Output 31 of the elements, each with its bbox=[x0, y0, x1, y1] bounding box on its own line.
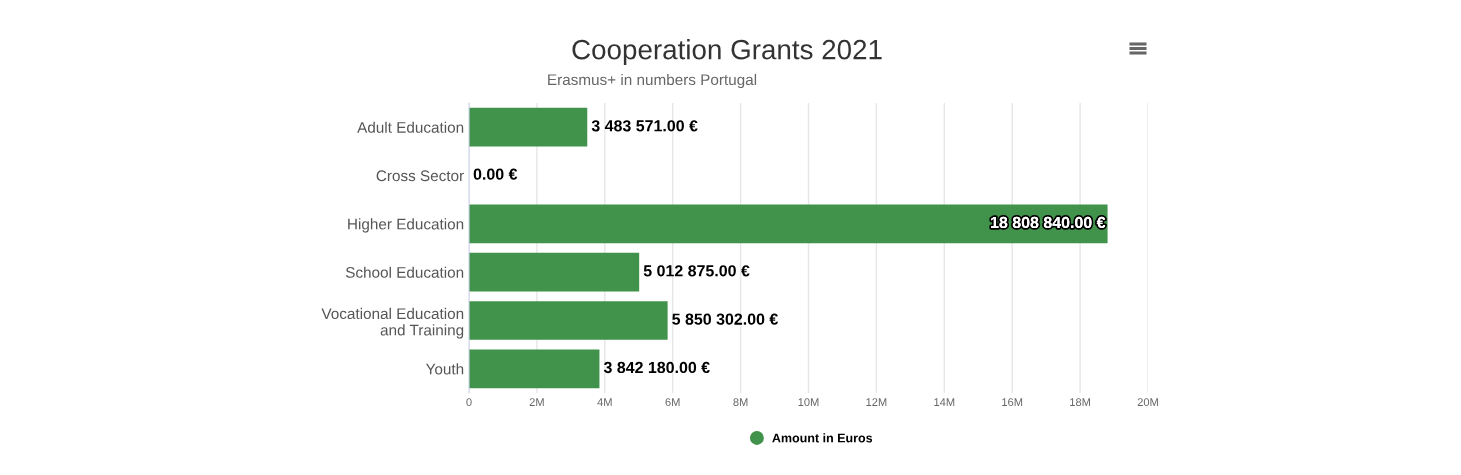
chart-title: Cooperation Grants 2021 bbox=[572, 39, 882, 65]
x-tick-label: 12M bbox=[866, 398, 887, 406]
y-tick-label: Vocational Education and Training bbox=[321, 307, 464, 339]
x-tick-label: 4M bbox=[597, 398, 612, 406]
bar bbox=[469, 204, 1108, 244]
data-label: 3 842 180.00 € bbox=[603, 361, 710, 374]
x-tick-label: 16M bbox=[1002, 398, 1023, 407]
y-tick-label: Higher Education bbox=[348, 218, 464, 233]
x-tick-label: 8M bbox=[733, 398, 748, 407]
chart-subtitle: Erasmus+ in numbers Portugal bbox=[548, 73, 757, 89]
x-tick-label: 2M bbox=[529, 398, 544, 406]
y-tick-label: Youth bbox=[425, 363, 464, 375]
x-tick-label: 6M bbox=[665, 398, 680, 407]
legend-label: Amount in Euros bbox=[772, 433, 873, 443]
x-tick-label: 20M bbox=[1137, 398, 1158, 407]
y-tick-label: Cross Sector bbox=[376, 170, 464, 182]
bar bbox=[469, 301, 668, 340]
x-tick-label: 18M bbox=[1070, 398, 1090, 407]
bar bbox=[469, 252, 640, 292]
y-tick-label: Adult Education bbox=[357, 121, 464, 133]
data-label: 5 850 302.00 € bbox=[672, 313, 778, 325]
bar bbox=[469, 349, 600, 389]
data-label: 0.00 € bbox=[473, 168, 518, 180]
data-label: 3 483 571.00 € bbox=[591, 120, 698, 132]
data-label: 5 012 875.00 € bbox=[643, 265, 750, 277]
bar bbox=[469, 107, 588, 147]
data-label: 18 808 840.00 € bbox=[991, 216, 1106, 229]
x-tick-label: 10M bbox=[798, 398, 819, 407]
y-tick-label: School Education bbox=[345, 266, 464, 278]
x-tick-label: 14M bbox=[934, 398, 955, 406]
x-tick-label: 0 bbox=[466, 398, 472, 407]
